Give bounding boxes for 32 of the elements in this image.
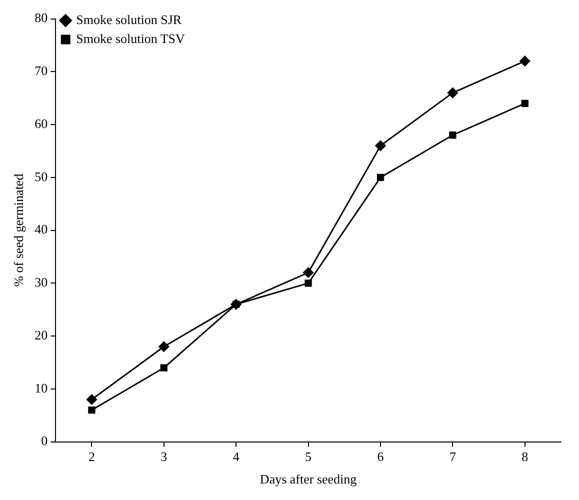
point (375, 140, 386, 151)
point (521, 100, 528, 107)
x-tick-label: 4 (232, 449, 240, 464)
y-tick-label: 70 (34, 63, 48, 78)
point (304, 280, 312, 287)
point (376, 174, 384, 182)
y-tick-label: 80 (34, 10, 48, 26)
legend-label: Smoke solution SJR (76, 12, 182, 27)
y-tick-label: 30 (34, 274, 48, 290)
point (160, 364, 168, 372)
point (303, 267, 314, 278)
y-tick-label: 40 (34, 222, 48, 237)
point (86, 394, 97, 405)
point (447, 88, 458, 98)
y-tick-label: 0 (41, 433, 48, 448)
y-tick-label: 50 (34, 168, 48, 184)
x-tick-label: 6 (377, 449, 384, 464)
x-tick-label: 2 (88, 449, 95, 464)
point (158, 341, 170, 352)
point (520, 56, 530, 66)
legend-label: Smoke solution TSV (76, 30, 186, 46)
y-tick-label: 10 (34, 380, 48, 396)
x-tick-label: 8 (522, 449, 528, 464)
x-tick-label: 7 (449, 449, 456, 464)
x-axis-title: Days after seeding (260, 472, 358, 487)
point (449, 132, 456, 139)
y-tick-label: 60 (34, 116, 48, 131)
x-tick-label: 5 (305, 449, 312, 464)
x-tick-label: 3 (160, 449, 168, 464)
y-axis-title: % of seed germinated (11, 173, 26, 287)
point (88, 406, 96, 414)
y-tick-label: 20 (34, 327, 48, 342)
